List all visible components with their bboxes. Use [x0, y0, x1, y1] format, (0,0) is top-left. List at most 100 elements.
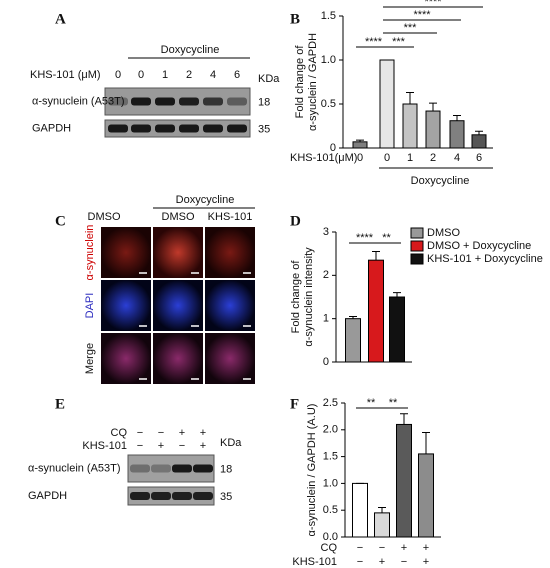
error-bar: [372, 251, 380, 261]
error-bar: [406, 92, 414, 104]
bar: [345, 318, 361, 363]
error-bar: [475, 130, 483, 135]
y-axis-label: α-syuclein / GAPDH: [307, 33, 319, 131]
unit-label: KDa: [258, 73, 280, 85]
bar: [352, 482, 368, 538]
size-label: 35: [220, 491, 232, 503]
y-tick-label: 0.0: [323, 531, 338, 543]
condition-sign: +: [379, 556, 385, 568]
band: [131, 124, 151, 133]
legend-label: DMSO + Doxycycline: [427, 240, 531, 252]
band: [130, 492, 150, 500]
lane-label: 0: [138, 69, 144, 81]
condition-sign: −: [401, 556, 407, 568]
bar: [374, 512, 390, 538]
blot: [104, 119, 251, 138]
y-tick-label: 1: [323, 313, 329, 325]
x-axis-label: KHS-101(μM): [290, 152, 357, 164]
blot-label: α-synuclein (A53T): [32, 95, 125, 107]
band: [227, 97, 247, 106]
band: [203, 97, 223, 106]
row-label: KHS-101 (μM): [30, 69, 101, 81]
group-label: Doxycycline: [176, 194, 235, 206]
condition-sign: −: [379, 542, 385, 554]
band: [172, 464, 192, 473]
bar: [425, 110, 441, 149]
error-bar: [393, 292, 401, 297]
lane-label: 1: [162, 69, 168, 81]
significance-label: ***: [404, 22, 418, 34]
band: [179, 124, 199, 133]
significance-label: **: [389, 397, 398, 409]
panel-letter: C: [55, 213, 66, 229]
x-tick-label: 2: [430, 152, 436, 164]
size-label: 35: [258, 123, 270, 135]
y-tick-label: 2: [323, 269, 329, 281]
x-tick-label: 0: [384, 152, 390, 164]
size-label: 18: [258, 96, 270, 108]
condition-label: CQ: [321, 542, 338, 554]
panel-letter: E: [55, 396, 65, 412]
condition-sign: −: [357, 542, 363, 554]
y-tick-label: 2.5: [323, 397, 338, 409]
significance-label: **: [382, 232, 391, 244]
significance-label: ****: [365, 36, 383, 48]
y-axis-label: α-synuclein / GAPDH (A.U): [306, 404, 318, 537]
bar: [379, 59, 395, 149]
legend-swatch: [410, 253, 424, 265]
y-tick-label: 1.5: [321, 10, 336, 22]
bar: [471, 134, 487, 149]
condition-label: KHS-101: [292, 556, 337, 568]
lane-label: 4: [210, 69, 216, 81]
error-bar: [349, 316, 357, 319]
band: [203, 124, 223, 133]
lane-label: 0: [115, 69, 121, 81]
blot-label: GAPDH: [28, 490, 67, 502]
x-tick-label: 6: [476, 152, 482, 164]
x-tick-label: 4: [454, 152, 460, 164]
micrograph: [205, 227, 255, 278]
condition-label: CQ: [111, 427, 128, 439]
y-tick-label: 0: [323, 356, 329, 368]
panel-letter: F: [290, 396, 299, 412]
significance-label: ****: [424, 0, 442, 8]
bar: [389, 296, 405, 363]
band: [172, 492, 192, 500]
band: [193, 492, 213, 500]
error-bar: [453, 114, 461, 121]
panel-letter: A: [55, 11, 66, 27]
y-axis-label: α-synuclein intensity: [303, 247, 315, 347]
condition-sign: −: [179, 440, 185, 452]
error-bar: [422, 431, 430, 454]
condition-sign: −: [357, 556, 363, 568]
band: [227, 124, 247, 133]
column-label: DMSO: [162, 211, 195, 223]
blot: [104, 87, 251, 116]
blot-label: α-synuclein (A53T): [28, 462, 121, 474]
x-tick-label: 1: [407, 152, 413, 164]
condition-sign: +: [423, 542, 429, 554]
y-tick-label: 2.0: [323, 424, 338, 436]
condition-sign: +: [401, 542, 407, 554]
group-label: Doxycycline: [161, 44, 220, 56]
micrograph: [101, 280, 151, 331]
band: [193, 464, 213, 473]
panel-letter: D: [290, 213, 301, 229]
error-bar: [429, 102, 437, 112]
band: [155, 97, 175, 106]
y-axis-label: Fold change of: [290, 260, 302, 334]
micrograph: [205, 333, 255, 384]
legend-swatch: [410, 227, 424, 239]
x-tick-label: 0: [357, 152, 363, 164]
micrograph: [101, 227, 151, 278]
legend-label: DMSO: [427, 227, 460, 239]
y-tick-label: 0.5: [323, 504, 338, 516]
significance-label: ****: [356, 232, 374, 244]
condition-sign: +: [200, 427, 206, 439]
band: [130, 464, 150, 473]
band: [151, 492, 171, 500]
micrograph: [153, 333, 203, 384]
column-label: KHS-101: [208, 211, 253, 223]
unit-label: KDa: [220, 437, 242, 449]
